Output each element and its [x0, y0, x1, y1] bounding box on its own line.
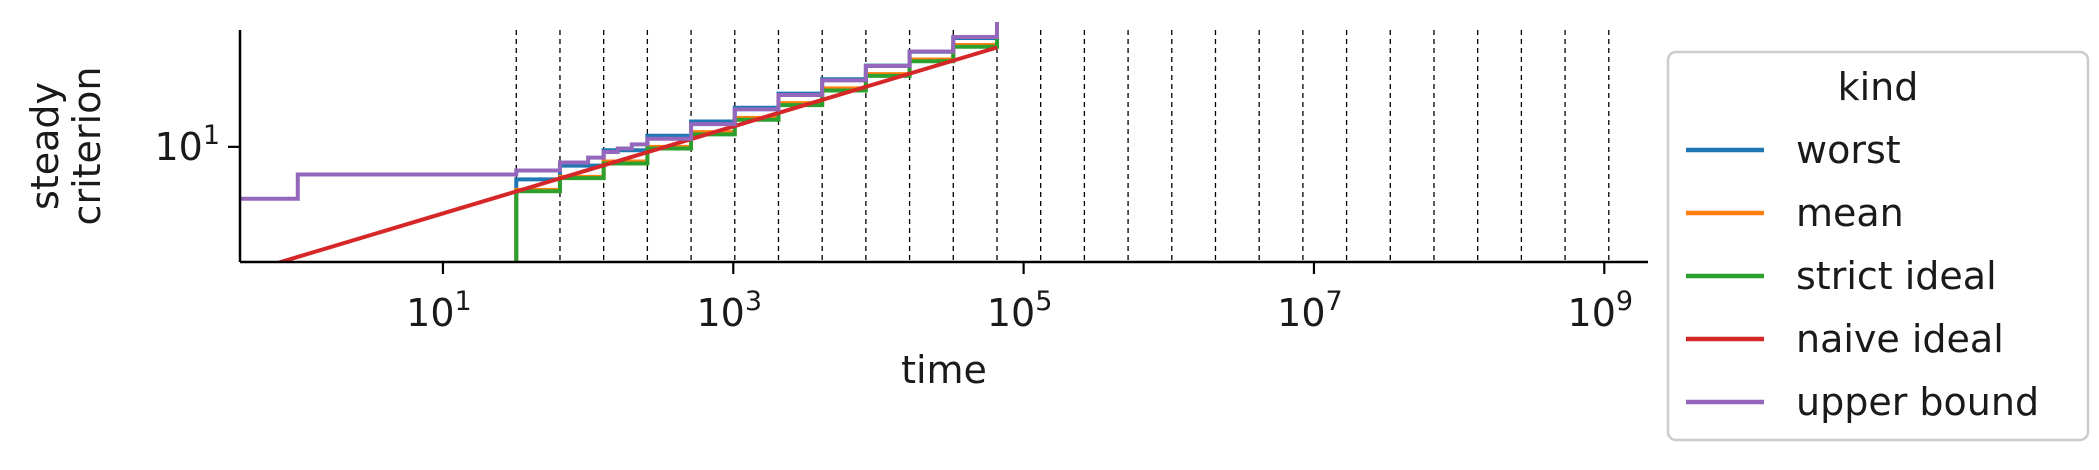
y-axis-label: steady criterion — [23, 67, 109, 226]
x-axis-label: time — [901, 348, 987, 392]
legend-entries: worst mean strict ideal naive ideal upper bo… — [1686, 128, 2039, 424]
y-axis-label-line-1: steady — [23, 82, 67, 210]
y-ticks: 101 — [154, 120, 240, 169]
x-tick-label-2: 105 — [987, 286, 1053, 335]
legend-label-worst: worst — [1796, 128, 1901, 172]
legend-title: kind — [1838, 65, 1919, 109]
legend-label-upper-bound: upper bound — [1796, 380, 2039, 424]
legend-label-mean: mean — [1796, 191, 1904, 235]
x-tick-label-0: 101 — [406, 286, 472, 335]
x-tick-label-3: 107 — [1277, 286, 1343, 335]
y-axis-label-line-2: criterion — [65, 67, 109, 226]
series-line-upper-bound — [240, 22, 999, 201]
legend: kind worst mean strict ideal naive ideal upp… — [1666, 50, 2090, 442]
x-tick-label-1: 103 — [697, 286, 763, 335]
legend-label-strict-ideal: strict ideal — [1796, 254, 1997, 298]
legend-label-naive-ideal: naive ideal — [1796, 317, 2004, 361]
y-tick-label-0: 101 — [154, 120, 220, 169]
series-line-naive-ideal — [273, 45, 998, 262]
legend-frame — [1666, 50, 2090, 442]
x-tick-label-4: 109 — [1568, 286, 1634, 335]
series-layer — [240, 22, 999, 262]
x-ticks: 101 103 105 107 109 — [406, 262, 1633, 335]
